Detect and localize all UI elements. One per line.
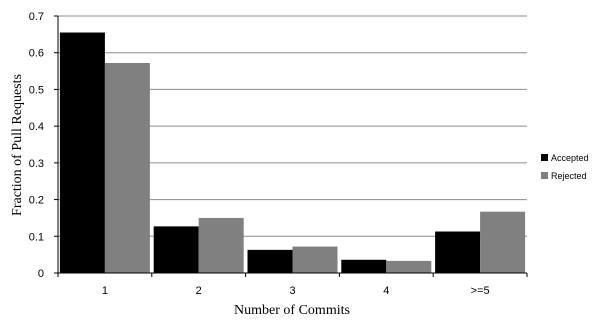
- legend: Accepted Rejected: [541, 153, 589, 181]
- y-tick-label: 0.3: [29, 158, 44, 170]
- y-tick-label: 0.6: [29, 48, 44, 60]
- y-tick-label: 0.5: [29, 84, 44, 96]
- axes: [54, 15, 528, 277]
- bar-rejected-1: [104, 62, 150, 273]
- y-tick-label: 0: [38, 268, 44, 280]
- bar-accepted-5: [435, 231, 481, 273]
- y-tick-label: 0.7: [29, 11, 44, 23]
- x-tick-label: 4: [383, 285, 389, 297]
- x-tick-labels: 1 2 3 4 >=5: [102, 285, 490, 297]
- bar-rejected-5: [480, 211, 526, 273]
- y-tick-label: 0.4: [29, 121, 44, 133]
- bar-rejected-4: [386, 260, 432, 273]
- bar-rejected-3: [292, 246, 338, 273]
- y-axis-title: Fraction of Pull Requests: [10, 74, 25, 216]
- y-tick-labels: 0 0.1 0.2 0.3 0.4 0.5 0.6 0.7: [29, 11, 44, 280]
- legend-swatch-accepted: [541, 154, 548, 161]
- legend-swatch-rejected: [541, 172, 548, 179]
- y-tick-label: 0.2: [29, 195, 44, 207]
- x-tick-label: 1: [102, 285, 108, 297]
- legend-label-rejected: Rejected: [551, 171, 587, 181]
- bar-accepted-3: [247, 249, 293, 273]
- bar-accepted-2: [153, 226, 199, 273]
- bars: [59, 32, 526, 274]
- bar-accepted-1: [59, 32, 105, 274]
- bar-rejected-2: [198, 217, 244, 273]
- x-tick-label: 3: [289, 285, 295, 297]
- legend-label-accepted: Accepted: [551, 153, 589, 163]
- x-axis-title: Number of Commits: [234, 303, 350, 318]
- bar-accepted-4: [341, 259, 387, 273]
- x-tick-label: >=5: [471, 285, 490, 297]
- y-tick-label: 0.1: [29, 231, 44, 243]
- x-tick-label: 2: [196, 285, 202, 297]
